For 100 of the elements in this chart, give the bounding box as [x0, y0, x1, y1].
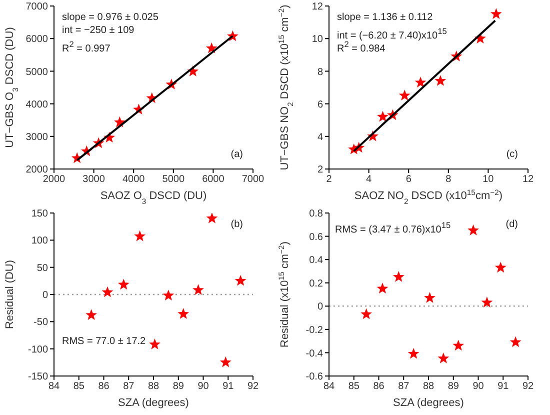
x-tick-label: 7000 [242, 174, 265, 186]
y-tick-label: 50 [36, 262, 48, 274]
annotation: (b) [230, 219, 243, 231]
x-tick-label: 85 [348, 381, 360, 392]
x-tick-label: 89 [448, 381, 460, 392]
x-tick-label: 88 [422, 381, 434, 392]
annotation: RMS = (3.47 ± 0.76)x10$^{15}$ [335, 219, 451, 236]
y-axis-title: Residual (DU) [4, 260, 16, 330]
y-tick-label: 2 [317, 164, 324, 176]
point [102, 286, 114, 298]
x-tick-label: 88 [148, 381, 160, 392]
annotation: slope = 0.976 ± 0.025 [62, 12, 158, 24]
y-tick-label: 100 [31, 236, 48, 247]
y-tick-label: 0.6 [309, 232, 324, 243]
annotation: RMS = 77.0 ± 17.2 [62, 336, 146, 348]
y-tick-label: 0 [42, 290, 48, 302]
point [149, 338, 160, 350]
x-tick-label: 86 [373, 381, 385, 392]
y-tick-label: 12 [312, 2, 324, 13]
y-tick-label: 150 [31, 208, 48, 220]
point [360, 308, 372, 320]
y-tick-label: -150 [28, 372, 48, 383]
y-tick-label: -0.2 [306, 324, 324, 336]
y-tick-label: 8 [317, 66, 324, 78]
y-tick-label: -0.6 [306, 372, 324, 383]
annotation: R$^{2}$ = 0.997 [62, 38, 110, 56]
point [438, 352, 450, 364]
x-tick-label: 8 [446, 174, 452, 186]
x-axis-title: SAOZ NO$_{2}$ DSCD (x10$^{15}$cm$^{−2}$) [354, 188, 503, 206]
y-tick-label: 0 [317, 302, 324, 313]
x-tick-label: 87 [123, 381, 135, 392]
point [510, 336, 522, 348]
x-tick-label: 2 [326, 174, 332, 186]
y-tick-label: 4 [317, 132, 324, 143]
x-tick-label: 91 [222, 381, 234, 392]
y-tick-label: -0.4 [306, 348, 324, 360]
y-tick-label: 0.4 [309, 255, 324, 266]
x-tick-label: 92 [247, 381, 259, 392]
x-tick-label: 12 [522, 174, 534, 186]
y-tick-label: 4000 [26, 99, 48, 110]
y-tick-label: 7000 [26, 2, 48, 13]
y-tick-label: 0.8 [309, 208, 324, 220]
x-tick-label: 90 [198, 381, 210, 392]
x-tick-label: 91 [498, 381, 510, 392]
x-tick-label: 4000 [122, 174, 146, 186]
x-tick-label: 4 [366, 174, 372, 186]
x-tick-label: 85 [73, 381, 85, 392]
annotation: slope = 1.136 ± 0.112 [337, 12, 433, 24]
x-axis-title: SZA (degrees) [118, 397, 189, 409]
x-tick-label: 87 [398, 381, 410, 392]
point [134, 230, 146, 242]
annotation: R$^{2}$ = 0.984 [337, 39, 386, 54]
y-tick-label: 0.2 [309, 278, 324, 290]
x-tick-label: 89 [172, 381, 184, 392]
annotation: int = (−6.20 ± 7.40)x10$^{15}$ [337, 25, 447, 42]
annotation: (a) [230, 149, 243, 161]
point [434, 74, 446, 86]
y-tick-label: 10 [312, 34, 324, 46]
point [398, 90, 410, 101]
point [490, 8, 502, 20]
annotation: (d) [506, 219, 518, 231]
x-axis-title: SAOZ O$_{3}$ DSCD (DU) [100, 190, 207, 206]
annotation: int = −250 ± 109 [62, 25, 134, 37]
point [234, 274, 246, 286]
x-tick-label: 84 [48, 381, 60, 392]
point [206, 213, 218, 224]
point [481, 296, 493, 308]
x-tick-label: 3000 [82, 174, 106, 186]
x-axis-title: SZA (degrees) [393, 397, 464, 409]
x-tick-label: 90 [472, 381, 484, 392]
point [452, 340, 464, 351]
x-tick-label: 10 [482, 174, 494, 186]
x-tick-label: 84 [323, 381, 335, 392]
x-tick-label: 6 [406, 174, 412, 186]
y-tick-label: 2000 [26, 164, 48, 176]
point [392, 271, 404, 282]
annotation: (c) [506, 149, 518, 161]
point [414, 76, 426, 88]
point [376, 282, 388, 294]
y-tick-label: 3000 [26, 132, 48, 143]
x-tick-label: 5000 [162, 174, 185, 186]
point [377, 110, 388, 122]
point [494, 262, 506, 273]
point [178, 308, 190, 319]
point [206, 42, 218, 54]
y-tick-label: 6 [317, 99, 324, 110]
y-tick-label: 5000 [26, 66, 48, 78]
point [192, 284, 204, 296]
x-tick-label: 92 [522, 381, 534, 392]
point [220, 356, 232, 368]
point [408, 348, 420, 359]
point [162, 290, 174, 300]
point [424, 292, 436, 303]
y-tick-label: 6000 [26, 34, 48, 46]
y-tick-label: -50 [34, 317, 48, 328]
point [468, 224, 479, 236]
x-tick-label: 6000 [202, 174, 225, 186]
y-tick-label: -100 [28, 344, 48, 356]
point [118, 278, 130, 290]
point [86, 309, 98, 320]
